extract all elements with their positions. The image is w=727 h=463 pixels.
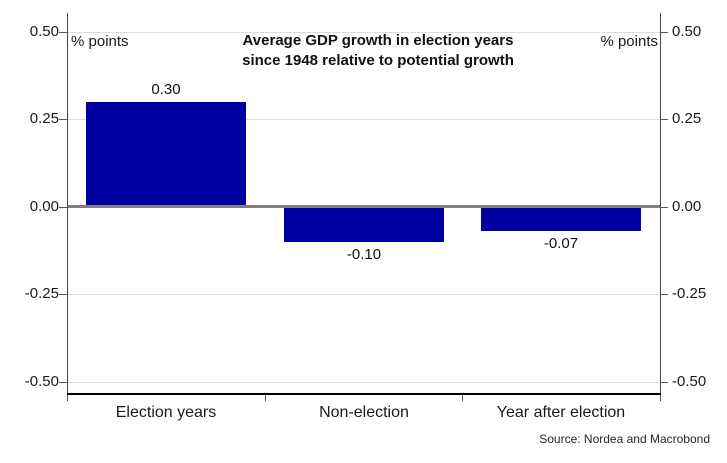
left-axis-line — [67, 13, 68, 401]
bottom-axis-line — [67, 393, 661, 395]
gridline — [67, 32, 660, 33]
y-tick-label-right: 0.50 — [672, 23, 702, 40]
y-tick-label-left: 0.00 — [29, 198, 59, 215]
bar-year-after-election — [481, 208, 641, 231]
gridline — [67, 119, 660, 120]
y-tick-left — [59, 294, 67, 295]
gridline — [67, 294, 660, 295]
bar-non-election — [284, 208, 444, 242]
y-tick-label-right: -0.25 — [672, 285, 707, 302]
y-tick-label-left: 0.50 — [29, 23, 59, 40]
bar-value-label: -0.07 — [543, 235, 579, 252]
y-tick-right — [660, 32, 668, 33]
y-tick-label-right: 0.00 — [672, 198, 702, 215]
bar-value-label: -0.10 — [346, 246, 382, 263]
x-tick — [462, 395, 463, 401]
chart-title-line1: Average GDP growth in election years — [242, 32, 514, 49]
bar-value-label: 0.30 — [151, 81, 181, 98]
y-tick-right — [660, 207, 668, 208]
y-tick-label-left: -0.25 — [24, 285, 59, 302]
y-tick-label-right: -0.50 — [672, 373, 707, 390]
y-tick-label-left: 0.25 — [29, 110, 59, 127]
y-tick-right — [660, 294, 668, 295]
y-tick-label-left: -0.50 — [24, 373, 59, 390]
x-category-label: Year after election — [496, 404, 626, 421]
chart-title: Average GDP growth in election years sin… — [178, 31, 578, 71]
source-note: Source: Nordea and Macrobond — [539, 432, 710, 446]
y-tick-left — [59, 119, 67, 120]
gridline — [67, 382, 660, 383]
y-axis-unit-left: % points — [71, 33, 129, 50]
x-category-label: Election years — [115, 404, 217, 421]
y-tick-left — [59, 207, 67, 208]
x-tick — [67, 395, 68, 401]
x-category-label: Non-election — [319, 404, 409, 421]
y-tick-left — [59, 382, 67, 383]
y-axis-unit-right: % points — [600, 33, 658, 50]
chart-title-line2: since 1948 relative to potential growth — [242, 52, 514, 69]
bar-election-years — [86, 102, 246, 205]
y-tick-label-right: 0.25 — [672, 110, 702, 127]
y-tick-left — [59, 32, 67, 33]
y-tick-right — [660, 119, 668, 120]
zero-line — [67, 205, 660, 208]
x-tick — [265, 395, 266, 401]
y-tick-right — [660, 382, 668, 383]
x-tick — [660, 395, 661, 401]
